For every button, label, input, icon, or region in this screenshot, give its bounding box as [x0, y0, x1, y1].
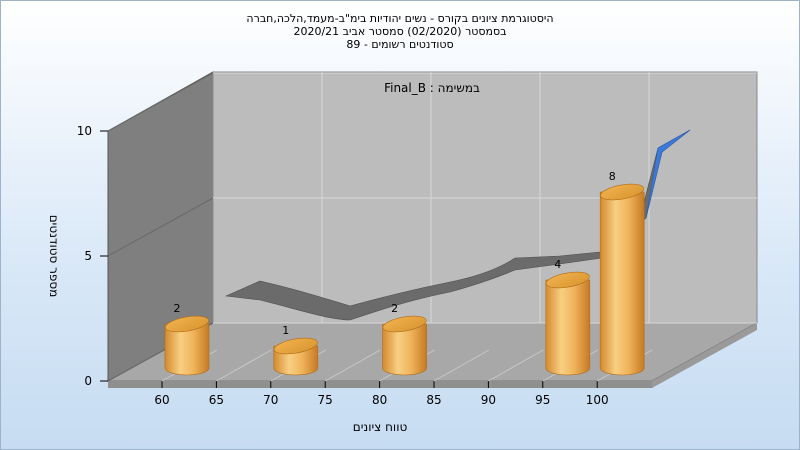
- histogram-bar: [382, 315, 427, 376]
- y-tick-label: 5: [84, 249, 92, 263]
- y-gridline-side: [107, 72, 214, 132]
- bar-value-label: 1: [282, 324, 289, 337]
- x-axis-title: טווח ציונים: [353, 420, 408, 434]
- y-tick-label: 0: [84, 374, 92, 388]
- x-tick-label: 100: [586, 393, 609, 407]
- x-tick-label: 70: [263, 393, 278, 407]
- x-gridline-floor: [324, 349, 381, 382]
- x-tick-label: 85: [426, 393, 441, 407]
- bar-value-label: 4: [554, 258, 561, 271]
- chart-title-line-3: סטודנטים רשומים - 89: [346, 38, 454, 51]
- x-gridline-floor: [433, 349, 490, 382]
- y-axis-title: מספר סטודנטים: [47, 215, 61, 298]
- distribution-ribbon-tail: [645, 129, 691, 219]
- right-floor-edge: [652, 323, 757, 388]
- y-tick-label: 10: [77, 124, 92, 138]
- x-tick-label: 95: [535, 393, 550, 407]
- bar-value-label: 8: [609, 170, 616, 183]
- chart-title-line-2: בסמסטר (02/2020) סמסטר אביב 2020/21: [293, 25, 507, 38]
- histogram-bar: [599, 183, 645, 376]
- chart-title-line-1: היסטוגרמת ציונים בקורס - נשים יהודיות בי…: [246, 12, 554, 25]
- histogram-bar: [164, 315, 210, 376]
- histogram-bar: [273, 337, 319, 376]
- bar-value-label: 2: [174, 302, 181, 315]
- y-gridline-side: [107, 197, 214, 257]
- chart-annotation: במשימה : Final_B: [384, 81, 480, 95]
- x-tick-label: 90: [481, 393, 496, 407]
- x-tick-label: 65: [209, 393, 224, 407]
- x-gridline-floor: [216, 349, 272, 382]
- x-tick-label: 60: [154, 393, 169, 407]
- x-gridline-floor: [488, 349, 544, 382]
- x-tick-label: 75: [318, 393, 333, 407]
- bar-value-label: 2: [391, 302, 398, 315]
- x-tick-label: 80: [372, 393, 387, 407]
- histogram-bar: [545, 271, 591, 376]
